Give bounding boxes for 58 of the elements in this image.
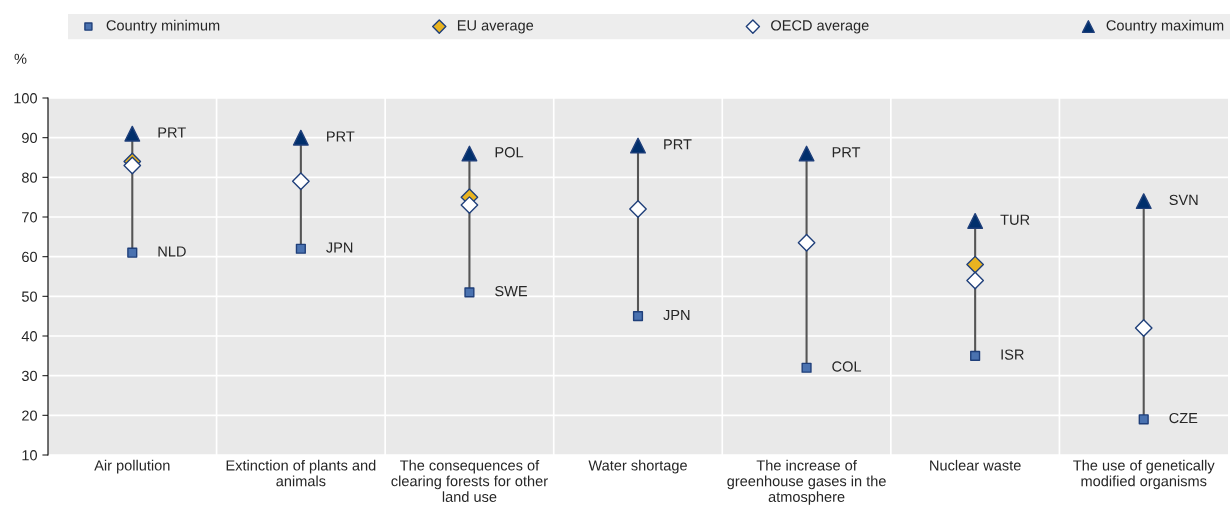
y-tick-label: 20	[22, 410, 38, 421]
point	[801, 362, 812, 373]
x-tick-label: The consequences of clearing forests for other land use	[391, 459, 548, 502]
legend-label: OECD average	[771, 20, 869, 34]
data-label: POL	[495, 147, 524, 158]
point	[966, 271, 985, 290]
y-tick-label: 10	[22, 450, 38, 461]
data-label: PRT	[158, 127, 186, 138]
point	[461, 145, 478, 162]
data-label: ISR	[1001, 349, 1024, 360]
point	[292, 129, 309, 146]
x-tick-label: The increase of greenhouse gases in the atmosphere	[727, 459, 886, 505]
data-label: JPN	[326, 242, 353, 253]
point	[1138, 414, 1149, 425]
point	[291, 172, 310, 191]
point	[124, 125, 141, 142]
point	[797, 233, 816, 252]
point	[966, 255, 985, 274]
x-tick-label: Water shortage	[588, 459, 687, 474]
point	[629, 200, 647, 218]
legend-label: Country minimum	[106, 19, 220, 34]
point	[295, 243, 306, 254]
point	[123, 156, 142, 175]
legend-label: Country maximum	[1106, 19, 1224, 34]
y-tick-label: 90	[22, 132, 38, 144]
point	[1135, 193, 1152, 210]
y-tick-label: 100	[14, 93, 38, 104]
data-label: NLD	[158, 246, 186, 257]
data-label: JPN	[663, 309, 690, 321]
y-tick-label: 50	[21, 291, 38, 302]
y-tick-label: 60	[22, 251, 38, 263]
y-tick-label: 70	[22, 212, 38, 223]
y-tick-label: 30	[21, 370, 38, 382]
data-label: PRT	[832, 147, 861, 158]
x-tick-label: Air pollution	[94, 459, 170, 474]
point	[127, 247, 138, 258]
data-label: SVN	[1169, 194, 1198, 206]
point	[967, 212, 984, 229]
x-tick-label: Extinction of plants and animals	[226, 459, 376, 487]
data-label: COL	[832, 361, 862, 372]
point	[460, 196, 479, 215]
y-tick-label: 40	[21, 331, 38, 342]
point	[630, 137, 646, 154]
data-label: CZE	[1169, 412, 1198, 424]
y-axis-title: %	[14, 53, 27, 64]
data-label: TUR	[1000, 214, 1030, 225]
point	[1134, 319, 1153, 337]
point	[798, 145, 815, 162]
x-tick-label: Nuclear waste	[930, 459, 1021, 471]
point	[464, 287, 475, 298]
data-label: PRT	[664, 139, 692, 150]
y-tick-label: 80	[22, 172, 38, 183]
point	[632, 311, 644, 322]
x-tick-label: The use of genetically modified organisms	[1073, 459, 1215, 490]
legend-label: EU average	[457, 20, 534, 34]
data-label: SWE	[495, 285, 528, 297]
data-label: PRT	[327, 131, 355, 142]
point	[970, 350, 981, 361]
